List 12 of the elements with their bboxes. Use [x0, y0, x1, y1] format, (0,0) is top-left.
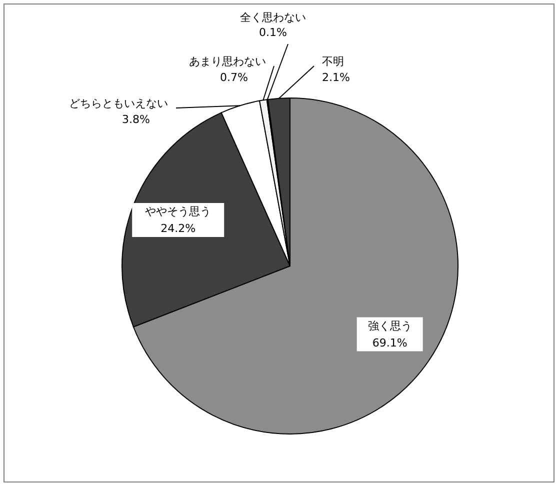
slice-label: 不明: [322, 55, 344, 68]
data-label: 69.1%: [372, 336, 408, 350]
slice-label: 強く思う: [368, 319, 412, 332]
slice-label: あまり思わない: [189, 55, 266, 68]
slice-label: 全く思わない: [240, 11, 306, 24]
data-label: 3.8%: [122, 113, 150, 126]
data-label: 2.1%: [322, 71, 350, 84]
data-label: 0.1%: [259, 26, 287, 39]
slice-label: どちらともいえない: [69, 97, 168, 110]
slice-label: ややそう思う: [145, 205, 212, 218]
data-label: 24.2%: [160, 222, 196, 236]
data-label: 0.7%: [220, 71, 248, 84]
